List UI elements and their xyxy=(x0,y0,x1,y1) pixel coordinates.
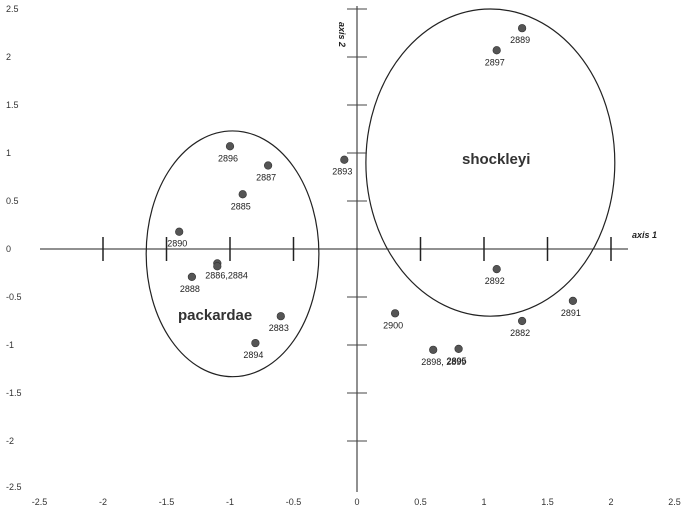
y-tick-label: 0 xyxy=(6,244,11,254)
data-point xyxy=(276,312,285,321)
x-tick-label: 2.5 xyxy=(668,497,681,507)
point-label: 2886,2884 xyxy=(205,270,248,280)
group-label-shockleyi: shockleyi xyxy=(462,151,530,168)
data-point xyxy=(213,262,222,271)
data-point xyxy=(429,345,438,354)
y-tick-label: 1 xyxy=(6,148,11,158)
group-ellipse-packardae xyxy=(145,130,320,378)
data-point xyxy=(251,338,260,348)
point-label: 2897 xyxy=(485,57,505,67)
data-point xyxy=(517,24,527,33)
point-label: 2898, 2899 xyxy=(421,357,466,367)
y-tick-label: 2.5 xyxy=(6,4,19,14)
group-ellipse-shockleyi xyxy=(365,8,616,317)
y-tick-label: 1.5 xyxy=(6,100,19,110)
y-tick-label: 0.5 xyxy=(6,196,19,206)
point-label: 2890 xyxy=(167,239,187,249)
x-tick-label: -0.5 xyxy=(286,497,302,507)
y-tick-label: -1 xyxy=(6,340,14,350)
y-tick-label: -0.5 xyxy=(6,292,22,302)
point-label: 2900 xyxy=(383,320,403,330)
data-point xyxy=(187,272,196,281)
x-tick-label: 1.5 xyxy=(541,497,554,507)
data-point xyxy=(454,344,463,353)
point-label: 2891 xyxy=(561,308,581,318)
point-label: 2888 xyxy=(180,284,200,294)
point-label: 2894 xyxy=(243,350,263,360)
data-point xyxy=(264,161,273,170)
x-tick-label: -1.5 xyxy=(159,497,175,507)
y-tick-label: -2.5 xyxy=(6,482,22,492)
data-point xyxy=(238,190,247,199)
x-tick-label: -2.5 xyxy=(32,497,48,507)
point-label: 2882 xyxy=(510,328,530,338)
data-point xyxy=(340,155,349,164)
point-label: 2895 xyxy=(447,356,467,366)
point-label: 2892 xyxy=(485,276,505,286)
y-tick-label: -1.5 xyxy=(6,388,22,398)
x-tick-label: 1 xyxy=(481,497,486,507)
data-point xyxy=(568,296,578,305)
y-axis-title: axis 2 xyxy=(337,22,347,47)
data-point xyxy=(492,46,501,55)
x-tick-label: 0 xyxy=(354,497,359,507)
data-point xyxy=(517,316,527,326)
x-tick-label: -1 xyxy=(226,497,234,507)
point-label: 2883 xyxy=(269,323,289,333)
x-axis-title: axis 1 xyxy=(632,230,657,240)
point-label: 2896 xyxy=(218,153,238,163)
point-label: 2885 xyxy=(231,201,251,211)
y-tick-label: -2 xyxy=(6,436,14,446)
point-label: 2889 xyxy=(510,35,530,45)
data-point xyxy=(175,227,184,236)
data-point xyxy=(391,309,400,318)
group-label-packardae: packardae xyxy=(178,307,252,324)
y-tick-label: 2 xyxy=(6,52,11,62)
x-tick-label: 0.5 xyxy=(414,497,427,507)
x-tick-label: -2 xyxy=(99,497,107,507)
point-label: 2887 xyxy=(256,172,276,182)
data-point xyxy=(492,265,501,274)
point-label: 2893 xyxy=(332,167,352,177)
data-point xyxy=(225,142,235,151)
x-tick-label: 2 xyxy=(608,497,613,507)
